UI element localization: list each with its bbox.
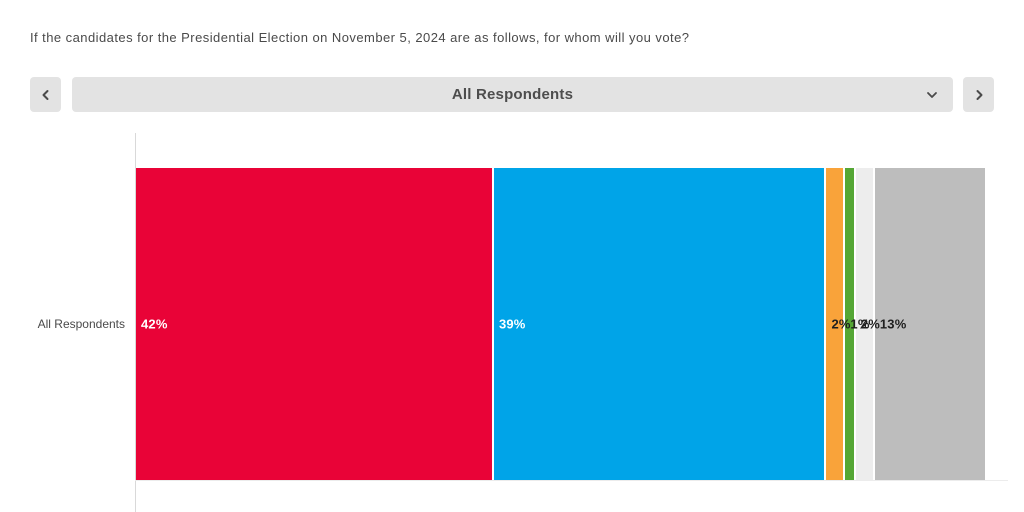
- bar-segment-label: 2%: [860, 316, 881, 332]
- x-baseline: [135, 480, 1008, 481]
- bar-segment-label: 42%: [141, 316, 168, 332]
- bar-segment[interactable]: 39%: [493, 168, 825, 480]
- prev-button[interactable]: [30, 77, 61, 112]
- chevron-right-icon: [976, 89, 982, 100]
- bar-segment[interactable]: 1%: [845, 168, 869, 480]
- bar-segment-label: 1%: [850, 316, 870, 332]
- bar-segment[interactable]: 2%: [826, 168, 850, 480]
- chart-area: All Respondents 42% 39% 2% 1% 2% 13%: [0, 133, 1024, 512]
- bar-segment-label: 13%: [879, 316, 907, 332]
- bar-segment-label: 2%: [831, 316, 851, 332]
- stacked-bar: 42% 39% 2% 1% 2% 13%: [136, 168, 985, 480]
- y-axis-line: [135, 133, 136, 512]
- question-text: If the candidates for the Presidential E…: [30, 30, 690, 45]
- selector-row: All Respondents: [30, 77, 994, 112]
- respondents-dropdown[interactable]: All Respondents: [72, 77, 953, 112]
- dropdown-selected-value: All Respondents: [451, 86, 574, 103]
- bar-segment[interactable]: 13%: [874, 168, 985, 480]
- bar-segment[interactable]: 2%: [855, 168, 880, 480]
- bar-segment[interactable]: 42%: [136, 168, 492, 480]
- chevron-left-icon: [42, 89, 48, 100]
- chevron-down-icon: [927, 91, 937, 98]
- next-button[interactable]: [963, 77, 994, 112]
- bar-segment-label: 39%: [498, 316, 526, 332]
- category-label: All Respondents: [37, 317, 125, 331]
